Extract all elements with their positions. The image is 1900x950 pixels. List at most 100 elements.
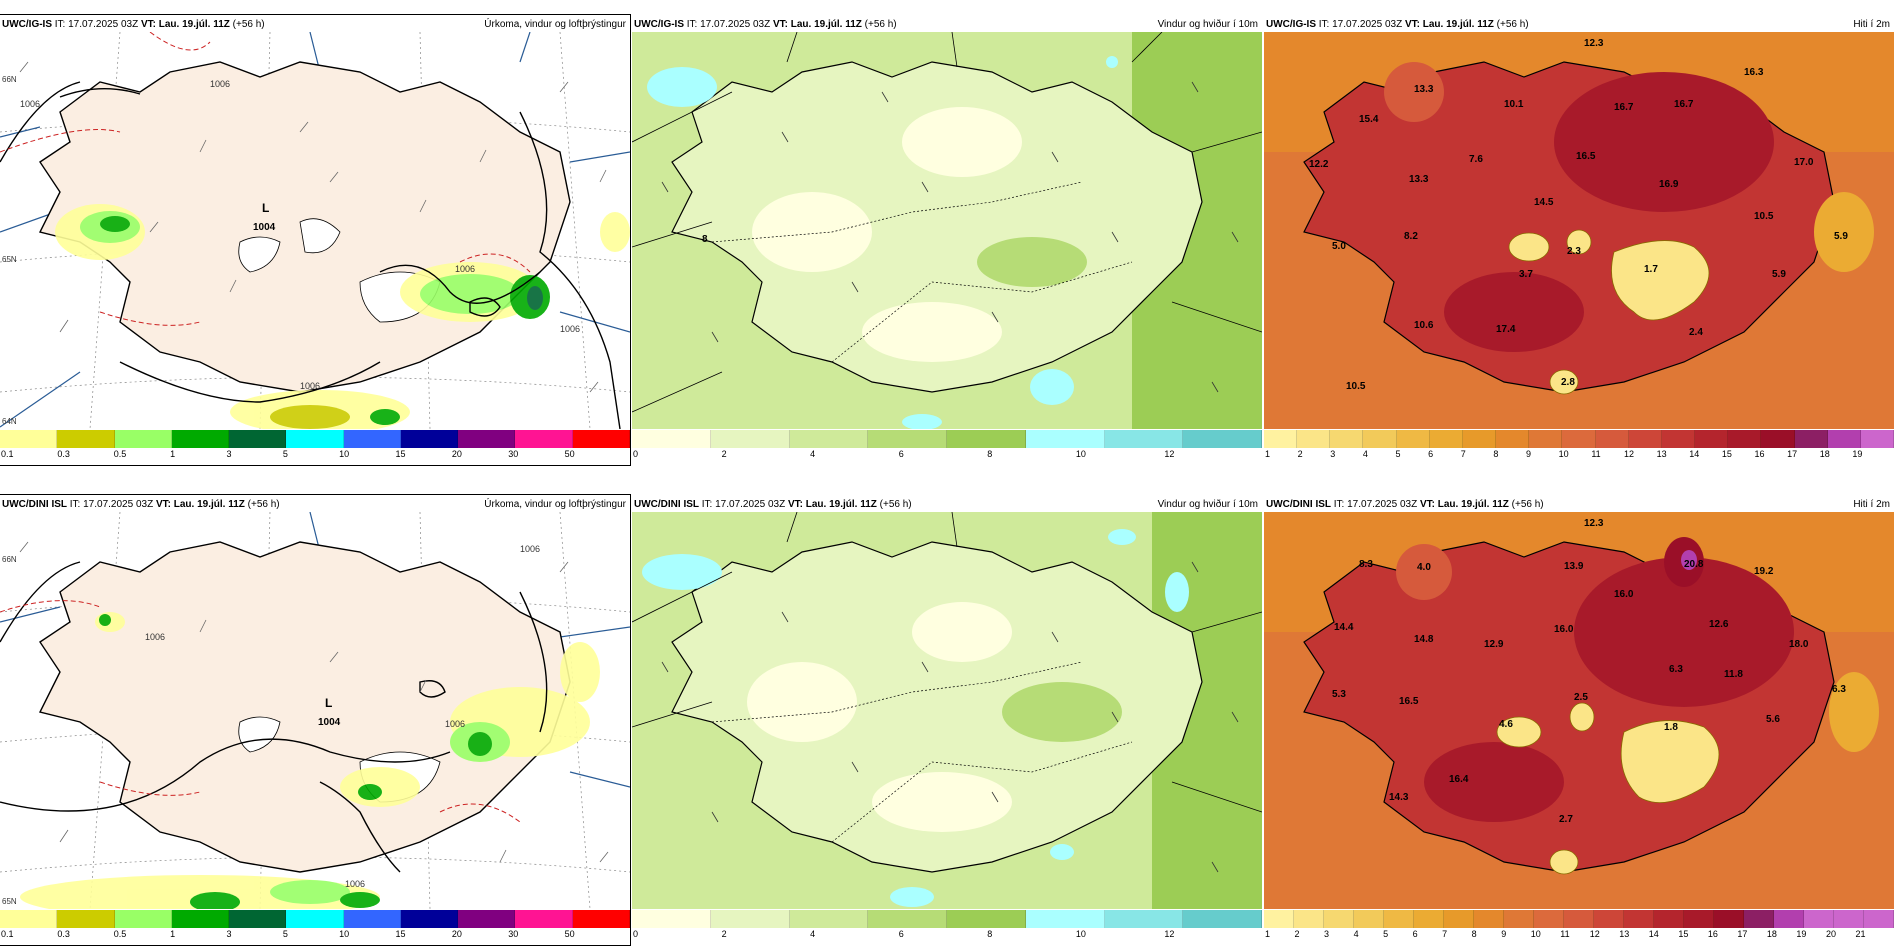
colorbar-segment [1414,910,1444,928]
colorbar-tick-label: 6 [898,449,904,459]
colorbar-tick-label: 12 [1589,929,1600,939]
temp-value: 2.4 [1689,327,1703,338]
colorbar-segment [1695,430,1729,448]
temp-value: 16.7 [1614,102,1634,113]
model-name: UWC/IG-IS [2,19,52,30]
colorbar-segment [947,430,1026,448]
colorbar-tick-label: 2 [721,449,727,459]
panel-dini-precip: UWC/DINI ISL IT: 17.07.2025 03Z VT: Lau.… [0,494,631,946]
panel-ig-precip: UWC/IG-IS IT: 17.07.2025 03Z VT: Lau. 19… [0,14,631,466]
colorbar-segment [1354,910,1384,928]
colorbar-segment [1595,430,1629,448]
temp-value: 3.7 [1519,269,1533,280]
colorbar-segment [1564,910,1594,928]
temp-value: 4.0 [1417,562,1431,573]
colorbar-tick-label: 2 [1294,929,1300,939]
temp-value: 12.3 [1584,38,1604,49]
temp-value: 16.0 [1614,589,1634,600]
colorbar-segment [1429,430,1463,448]
valid-time: Lau. 19.júl. 11Z [1422,19,1494,30]
colorbar-tick-label: 6 [898,929,904,939]
colorbar-segment [1714,910,1744,928]
model-name: UWC/DINI ISL [2,499,67,510]
colorbar-segment [1562,430,1596,448]
colorbar-tick-label: 0.3 [57,449,70,459]
colorbar-tick-label: 20 [1825,929,1836,939]
colorbar-segment [1534,910,1564,928]
valid-time: Lau. 19.júl. 11Z [790,19,862,30]
colorbar-tick-label: 5 [282,449,288,459]
colorbar-segment [229,910,287,928]
issue-time: 17.07.2025 03Z [83,499,154,510]
colorbar-segment [171,910,230,928]
colorbar-tick-label: 0 [633,449,639,459]
map-svg: L 1004 1006 1006 1006 1006 66N 65N [0,512,630,909]
colorbar-segment [1794,430,1828,448]
colorbar-tick-label: 7 [1460,449,1466,459]
colorbar-segment [1496,430,1530,448]
map-precip: L 1004 1006 1006 1006 1006 1006 66N 65N … [0,32,630,429]
temp-value: 10.5 [1346,381,1366,392]
colorbar-segment [1594,910,1624,928]
colorbar-segment [1864,910,1894,928]
isobar-label: 1006 [560,324,580,334]
colorbar-tick-label: 1 [1265,929,1271,939]
colorbar-tick-label: 10 [339,449,350,459]
colorbar-segment [1744,910,1774,928]
colorbar-tick-label: 16 [1707,929,1718,939]
colorbar-segment [1804,910,1834,928]
temp-value: 13.3 [1414,84,1434,95]
colorbar-segment [572,910,630,928]
it-label: IT: [686,19,698,30]
temp-value: 6.3 [1669,664,1683,675]
colorbar-segment [0,430,58,448]
issue-time: 17.07.2025 03Z [1332,19,1403,30]
colorbar-segment [400,430,459,448]
colorbar-segment [114,910,172,928]
panel-header: UWC/DINI ISL IT: 17.07.2025 03Z VT: Lau.… [634,497,1260,513]
colorbar-tick-label: 30 [508,929,519,939]
colorbar-tick-label: 50 [564,929,575,939]
colorbar-tick-label: 10 [1530,929,1541,939]
temp-value: 16.7 [1674,99,1694,110]
colorbar-tick-label: 9 [1501,929,1507,939]
panel-title: Úrkoma, vindur og loftþrýstingur [484,19,626,30]
map-wind [632,512,1262,909]
temp-value: 2.3 [1567,246,1581,257]
temp-value: 13.3 [1409,174,1429,185]
colorbar-segment [515,430,573,448]
colorbar-tick-label: 17 [1787,449,1798,459]
panel-ig-wind: UWC/IG-IS IT: 17.07.2025 03Z VT: Lau. 19… [632,15,1262,465]
vt-label: VT: [140,19,156,30]
colorbar-tick-label: 15 [1721,449,1732,459]
temp-value: 14.4 [1334,622,1354,633]
colorbar [0,910,630,928]
map-svg: 8 [632,32,1262,429]
colorbar-segment [1104,430,1184,448]
valid-time: Lau. 19.júl. 11Z [1437,499,1509,510]
lat-label: 65N [2,255,17,264]
colorbar-segment [1628,430,1662,448]
lead-time: (+56 h) [879,499,912,510]
lead-time: (+56 h) [247,499,280,510]
colorbar-segment [286,910,344,928]
lat-label: 66N [2,75,17,84]
colorbar-ticks: 0.1 0.3 0.5 1 3 5 10 15 20 30 50 [0,449,630,463]
colorbar-tick-label: 4 [1353,929,1359,939]
colorbar-tick-label: 3 [226,929,232,939]
colorbar-tick-label: 18 [1819,449,1830,459]
temp-value: 10.5 [1754,211,1774,222]
colorbar-tick-label: 14 [1648,929,1659,939]
colorbar-segment [1104,910,1184,928]
map-svg [632,512,1262,909]
temp-value: 12.9 [1484,639,1504,650]
colorbar-segment [171,430,230,448]
colorbar-tick-label: 50 [564,449,575,459]
colorbar-segment [1264,430,1298,448]
colorbar-segment [1396,430,1430,448]
temp-value: 19.2 [1754,566,1774,577]
model-name: UWC/DINI ISL [1266,499,1331,510]
panel-title: Vindur og hviður í 10m [1157,499,1258,510]
temp-value: 10.1 [1504,99,1524,110]
lead-time: (+56 h) [232,19,265,30]
